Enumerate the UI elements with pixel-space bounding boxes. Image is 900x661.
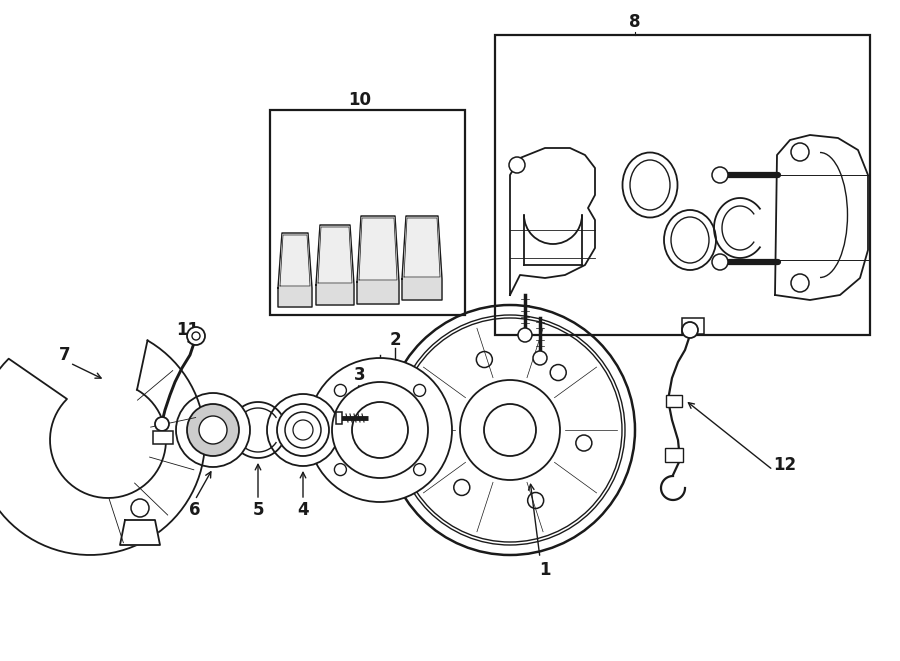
Text: 6: 6 [189,501,201,519]
Polygon shape [278,233,312,307]
Circle shape [533,351,547,365]
Circle shape [332,382,428,478]
Text: 10: 10 [348,91,372,109]
Polygon shape [404,218,440,277]
Polygon shape [357,216,399,304]
Polygon shape [120,520,160,545]
Circle shape [414,463,426,476]
Polygon shape [775,135,868,300]
Circle shape [712,254,728,270]
Circle shape [131,499,149,517]
Text: 9: 9 [834,176,846,194]
Circle shape [187,327,205,345]
Circle shape [176,393,250,467]
Polygon shape [402,216,442,300]
Circle shape [712,167,728,183]
Text: 7: 7 [59,346,71,364]
Text: 12: 12 [773,456,796,474]
Polygon shape [318,227,352,283]
Circle shape [682,322,698,338]
Polygon shape [359,218,397,280]
Circle shape [791,143,809,161]
Circle shape [335,385,346,397]
Polygon shape [316,225,354,305]
Circle shape [335,463,346,476]
Polygon shape [336,412,342,424]
Polygon shape [280,235,310,286]
Text: 1: 1 [539,561,551,579]
Bar [153,431,173,444]
Bar [682,318,704,334]
Text: 5: 5 [252,501,264,519]
Polygon shape [510,148,595,295]
Text: 3: 3 [355,366,365,384]
Circle shape [518,328,532,342]
Ellipse shape [623,153,678,217]
Circle shape [192,332,200,340]
Circle shape [414,385,426,397]
Circle shape [199,416,227,444]
Circle shape [509,157,525,173]
Bar [495,35,870,335]
Circle shape [187,404,239,456]
Circle shape [791,274,809,292]
Text: 2: 2 [389,331,400,349]
Bar [665,448,683,462]
Polygon shape [0,340,205,555]
Circle shape [308,358,452,502]
Text: 8: 8 [629,13,641,31]
Bar [270,110,465,315]
Bar [666,395,682,407]
Circle shape [155,417,169,431]
Text: 11: 11 [176,321,200,339]
Ellipse shape [664,210,716,270]
Text: 4: 4 [297,501,309,519]
Circle shape [267,394,339,466]
Circle shape [277,404,329,456]
